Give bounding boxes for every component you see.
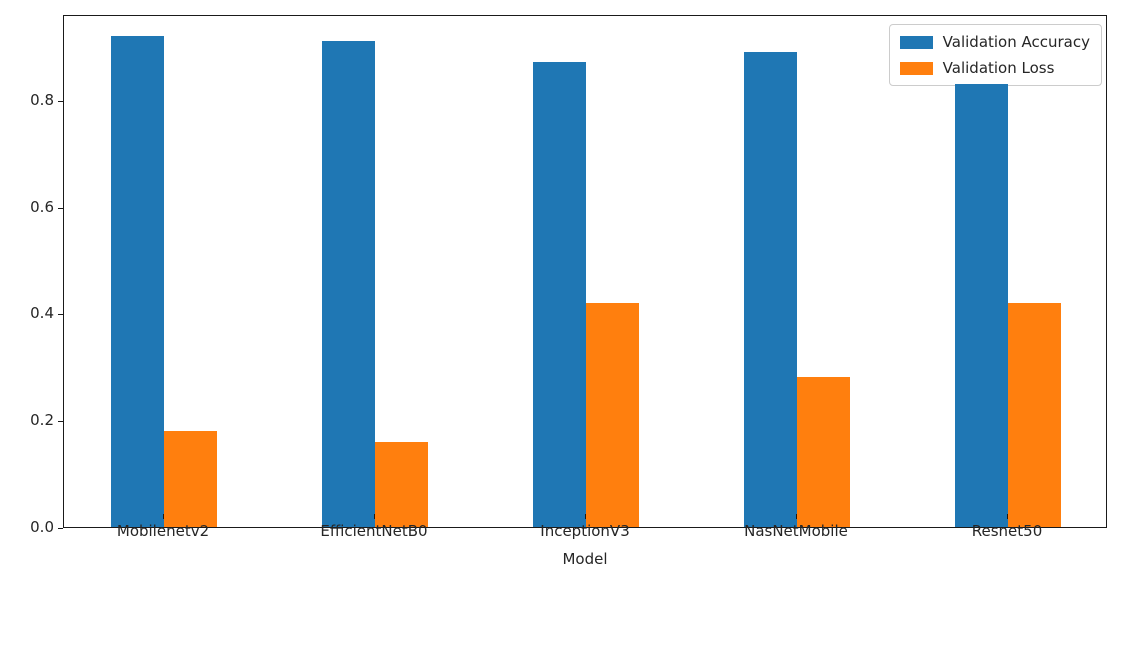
x-tick-mark <box>796 514 797 519</box>
bar-accuracy-inceptionv3 <box>533 62 586 527</box>
legend-swatch-icon <box>899 61 933 75</box>
y-tick-label: 0.4 <box>30 304 54 322</box>
x-tick-label-mobilenetv2: Mobilenetv2 <box>116 522 210 540</box>
x-axis-label: Model <box>562 550 608 568</box>
plot-area: Validation Accuracy Validation Loss <box>58 15 1107 529</box>
bar-loss-mobilenetv2 <box>164 431 217 527</box>
legend-label: Validation Loss <box>942 59 1055 77</box>
y-tick-mark <box>58 314 63 315</box>
legend-swatch-icon <box>899 35 933 49</box>
x-tick-label-inceptionv3: InceptionV3 <box>540 522 630 540</box>
x-tick-label-nasnetmobile: NasNetMobile <box>744 522 848 540</box>
y-tick-mark <box>58 528 63 529</box>
legend-item: Validation Loss <box>899 59 1090 77</box>
bar-loss-efficientnetb0 <box>375 442 428 527</box>
chart-legend: Validation Accuracy Validation Loss <box>888 24 1102 86</box>
bar-loss-inceptionv3 <box>586 303 639 527</box>
bar-accuracy-nasnetmobile <box>744 52 797 527</box>
x-tick-label-efficientnetb0: EfficientNetB0 <box>320 522 428 540</box>
x-tick-label-resnet50: Resnet50 <box>971 522 1043 540</box>
bar-loss-nasnetmobile <box>797 377 850 527</box>
legend-label: Validation Accuracy <box>942 33 1090 51</box>
y-tick-mark <box>58 101 63 102</box>
bar-loss-resnet50 <box>1008 303 1061 527</box>
bar-accuracy-mobilenetv2 <box>111 36 164 527</box>
bar-accuracy-efficientnetb0 <box>322 41 375 527</box>
x-tick-mark <box>585 514 586 519</box>
x-tick-mark <box>163 514 164 519</box>
y-tick-label: 0.0 <box>30 518 54 536</box>
y-tick-label: 0.8 <box>30 91 54 109</box>
y-tick-label: 0.6 <box>30 198 54 216</box>
legend-item: Validation Accuracy <box>899 33 1090 51</box>
y-tick-label: 0.2 <box>30 411 54 429</box>
y-tick-mark <box>58 421 63 422</box>
x-tick-mark <box>1007 514 1008 519</box>
bar-accuracy-resnet50 <box>955 84 1008 527</box>
x-tick-mark <box>374 514 375 519</box>
y-tick-mark <box>58 208 63 209</box>
